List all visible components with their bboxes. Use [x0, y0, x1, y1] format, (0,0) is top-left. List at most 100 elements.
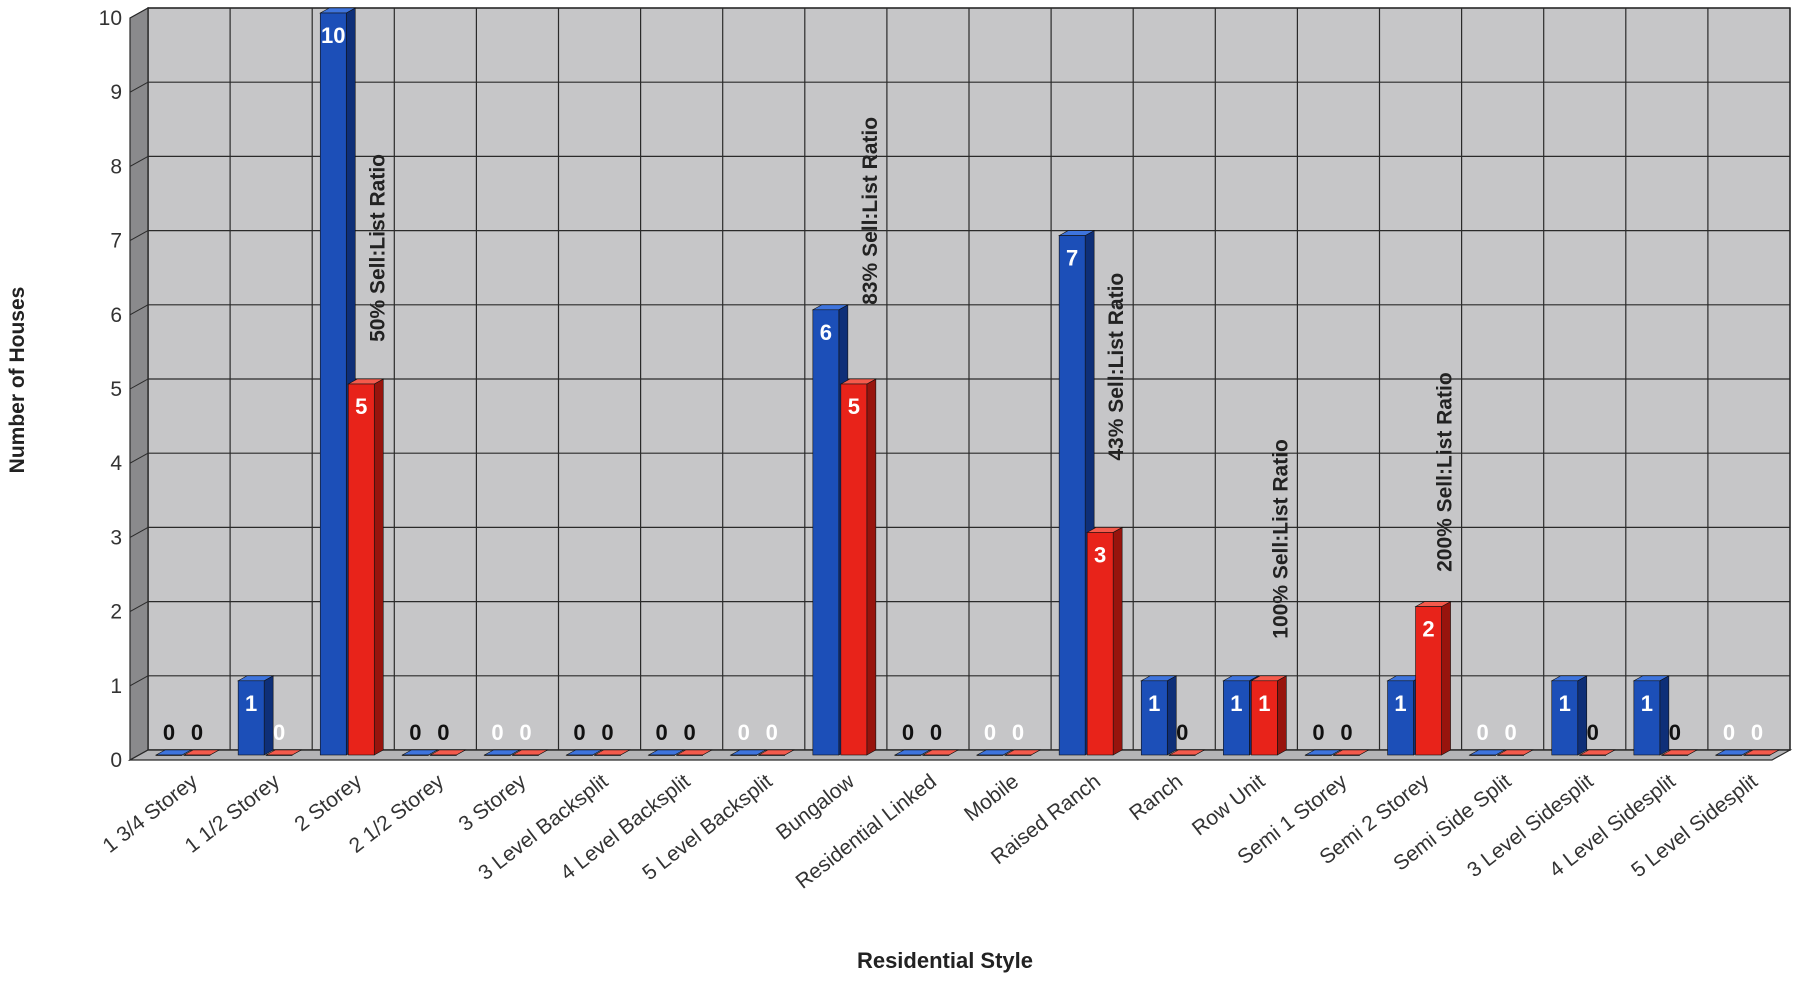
bar-series-2: [1085, 526, 1124, 756]
sell-list-ratio-annotation: 50% Sell:List Ratio: [366, 154, 389, 342]
bar-series-1: [1714, 749, 1753, 756]
bar-series-2: [1168, 749, 1206, 756]
bar-data-label: 0: [738, 720, 750, 745]
y-tick-label: 0: [110, 749, 122, 772]
bar-data-label: 0: [902, 720, 914, 745]
bar-data-label: 1: [1641, 691, 1653, 716]
h-gridline-side: [129, 378, 149, 390]
y-tick-label: 6: [110, 304, 122, 327]
bar-series-1: [1057, 230, 1096, 756]
y-tick-label: 5: [110, 378, 122, 401]
bar-data-label: 0: [766, 720, 778, 745]
bar-series-2: [921, 749, 960, 756]
bar-series-2: [593, 749, 631, 756]
x-tick-label: Mobile: [960, 770, 1023, 826]
bar-series-1: [647, 749, 685, 756]
bar-series-1: [154, 749, 193, 756]
bar-data-label: 0: [491, 720, 503, 745]
bar-series-1: [1550, 675, 1588, 756]
y-tick-label: 8: [110, 155, 122, 178]
bar-data-label: 0: [684, 720, 696, 745]
h-gridline-side: [129, 749, 149, 761]
bar-series-2: [1496, 749, 1534, 756]
bar-data-label: 1: [245, 691, 257, 716]
x-tick-label: 3 Storey: [455, 770, 531, 837]
bar-data-label: 1: [1230, 691, 1242, 716]
bar-series-1: [236, 675, 275, 756]
bars: [154, 7, 1781, 756]
y-tick-label: 4: [110, 452, 122, 475]
y-tick-label: 9: [110, 81, 122, 104]
bar-series-1: [975, 749, 1014, 756]
bar-data-label: 7: [1066, 246, 1078, 271]
bar-data-label: 0: [1477, 720, 1489, 745]
bar-data-label: 2: [1422, 617, 1434, 642]
bar-series-1: [401, 749, 439, 756]
bar-data-label: 0: [1587, 720, 1599, 745]
bar-series-2: [182, 749, 221, 756]
y-tick-label: 2: [110, 601, 122, 624]
bar-data-label: 0: [656, 720, 668, 745]
bar-series-2: [1250, 675, 1288, 756]
bar-series-2: [1414, 601, 1452, 756]
bar-series-1: [1468, 749, 1506, 756]
bar-data-label: 0: [437, 720, 449, 745]
bar-series-2: [1660, 749, 1699, 756]
bar-data-label: 0: [1340, 720, 1352, 745]
bar-series-2: [1003, 749, 1042, 756]
bar-data-label: 5: [848, 394, 860, 419]
h-gridline-side: [129, 230, 149, 242]
bar-series-1: [1140, 675, 1178, 756]
bar-series-1: [483, 749, 521, 756]
bar-data-label: 1: [1559, 691, 1571, 716]
bar-data-label: 0: [1505, 720, 1517, 745]
bar-data-label: 0: [573, 720, 585, 745]
bar-series-1: [1304, 749, 1342, 756]
bar-data-label: 0: [1751, 720, 1763, 745]
bar-data-label: 0: [163, 720, 175, 745]
sell-list-ratio-annotation: 43% Sell:List Ratio: [1105, 273, 1128, 461]
bar-data-label: 0: [930, 720, 942, 745]
h-gridline-side: [129, 601, 149, 613]
bar-data-label: 0: [601, 720, 613, 745]
sell-list-ratio-annotation: 100% Sell:List Ratio: [1269, 439, 1292, 639]
x-tick-label: Ranch: [1125, 770, 1187, 825]
bar-series-2: [511, 749, 549, 756]
x-tick-label: 2 Storey: [290, 770, 366, 837]
bar-series-1: [729, 749, 767, 756]
h-gridline-side: [129, 452, 149, 464]
bar-series-1: [893, 749, 932, 756]
bar-data-label: 0: [1669, 720, 1681, 745]
h-gridline-side: [129, 81, 149, 93]
bar-series-2: [264, 749, 303, 756]
bar-series-2: [757, 749, 795, 756]
bar-series-2: [839, 378, 878, 756]
h-gridline-side: [129, 304, 149, 316]
y-axis-title: Number of Houses: [6, 287, 29, 474]
h-gridline-side: [129, 155, 149, 167]
h-gridline-side: [129, 7, 149, 19]
sell-list-ratio-annotation: 200% Sell:List Ratio: [1434, 372, 1457, 572]
bar-series-2: [675, 749, 713, 756]
annotations: 50% Sell:List Ratio 83% Sell:List Ratio 43…: [366, 117, 1456, 639]
bar-data-label: 0: [1312, 720, 1324, 745]
bar-data-label: 0: [1723, 720, 1735, 745]
x-axis-title: Residential Style: [857, 948, 1033, 973]
bar-data-label: 3: [1094, 542, 1106, 567]
bar-data-label: 6: [820, 320, 832, 345]
bar-data-label: 0: [409, 720, 421, 745]
bar-series-2: [347, 378, 385, 756]
y-tick-label: 3: [110, 526, 122, 549]
bar-series-1: [1632, 675, 1671, 756]
bar-data-label: 10: [321, 23, 345, 48]
gridlines: [129, 7, 1791, 761]
y-axis-ticks: 0 1 2 3 4 5 6 7 8 9 10: [99, 7, 123, 772]
bar-data-label: 1: [1258, 691, 1270, 716]
bar-series-2: [1332, 749, 1370, 756]
sell-list-ratio-annotation: 83% Sell:List Ratio: [859, 117, 882, 305]
h-gridline-side: [129, 526, 149, 538]
